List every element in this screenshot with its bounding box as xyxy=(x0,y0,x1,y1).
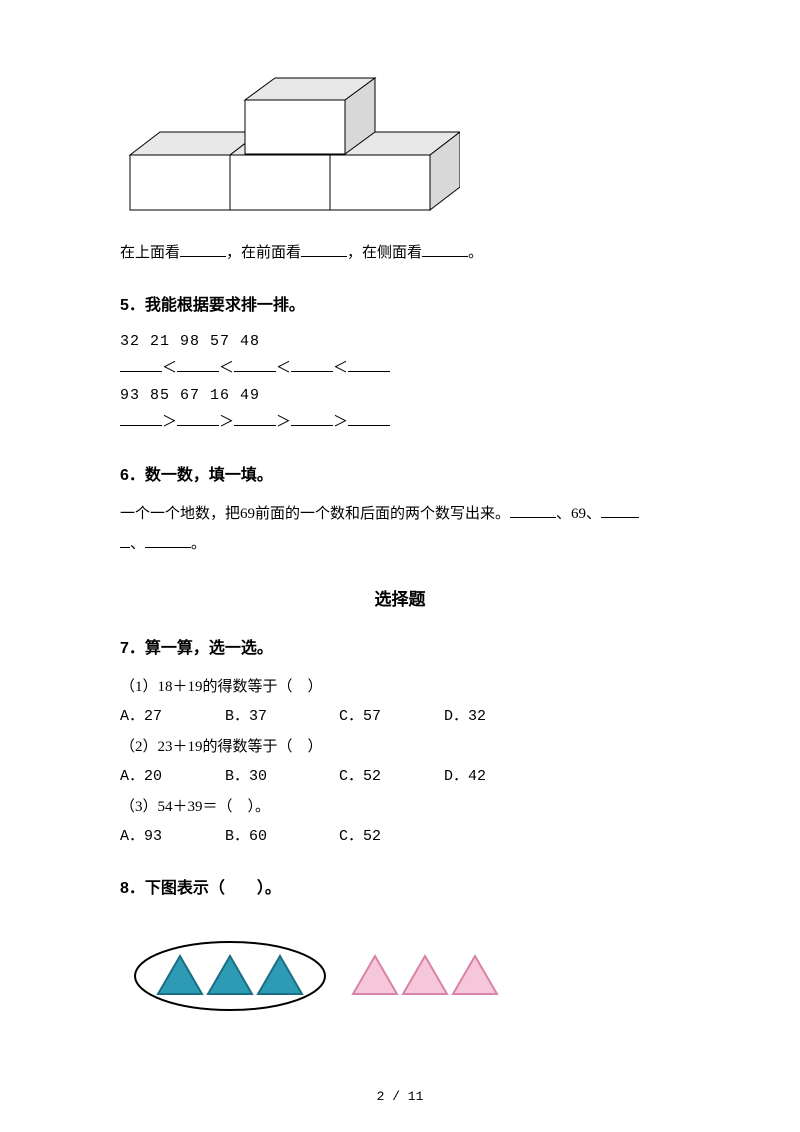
blank[interactable] xyxy=(180,243,226,257)
triangles-figure xyxy=(130,934,680,1019)
blank[interactable] xyxy=(234,358,276,372)
q5-compare-desc: ＞ ＞ ＞ ＞ xyxy=(120,409,680,438)
blue-triangles xyxy=(158,956,302,994)
gt-symbol: ＞ xyxy=(276,414,291,431)
q7-opts2: A．20 B．30 C．52 D．42 xyxy=(120,762,680,792)
q4-prefix2: ，在前面看 xyxy=(226,245,301,261)
blank[interactable] xyxy=(348,358,390,372)
lt-symbol: ＜ xyxy=(162,360,177,377)
q7-opts3: A．93 B．60 C．52 xyxy=(120,822,680,852)
q7-sub1: （1）18＋19的得数等于（ ） xyxy=(120,672,680,702)
section-mc-title: 选择题 xyxy=(120,585,680,610)
q7-opts1: A．27 B．37 C．57 D．32 xyxy=(120,702,680,732)
q5-line2: 93 85 67 16 49 xyxy=(120,383,680,409)
q7-sub3: （3）54＋39＝（ ）。 xyxy=(120,792,680,822)
gt-symbol: ＞ xyxy=(333,414,348,431)
lt-symbol: ＜ xyxy=(333,360,348,377)
q4-prefix3: ，在侧面看 xyxy=(347,245,422,261)
gt-symbol: ＞ xyxy=(219,414,234,431)
blank[interactable] xyxy=(348,412,390,426)
gt-symbol: ＞ xyxy=(162,414,177,431)
blank[interactable] xyxy=(291,412,333,426)
q7-sub2: （2）23＋19的得数等于（ ） xyxy=(120,732,680,762)
triangles-svg xyxy=(130,934,550,1014)
blank[interactable] xyxy=(120,358,162,372)
cubes-svg xyxy=(120,60,460,215)
blank[interactable] xyxy=(422,243,468,257)
q6-mid: 、69、 xyxy=(556,506,601,522)
lt-symbol: ＜ xyxy=(219,360,234,377)
blank[interactable] xyxy=(510,504,556,518)
cubes-figure xyxy=(120,60,680,220)
q6-heading: 6．数一数，填一填。 xyxy=(120,461,680,485)
q4-prefix1: 在上面看 xyxy=(120,245,180,261)
blank[interactable] xyxy=(301,243,347,257)
q6-tail2: 。 xyxy=(191,536,206,552)
q8-heading: 8．下图表示（ ）。 xyxy=(120,874,680,898)
q6-tail1: 、 xyxy=(130,536,145,552)
q7-heading: 7．算一算，选一选。 xyxy=(120,634,680,658)
blank[interactable] xyxy=(177,412,219,426)
q6-text-a: 一个一个地数，把69前面的一个数和后面的两个数写出来。 xyxy=(120,506,510,522)
q4-text: 在上面看 ，在前面看 ，在侧面看 。 xyxy=(120,240,680,267)
q4-suffix: 。 xyxy=(468,245,483,261)
blank[interactable] xyxy=(177,358,219,372)
page-footer: 2 / 11 xyxy=(0,1089,800,1104)
q6-text: 一个一个地数，把69前面的一个数和后面的两个数写出来。 、69、、 。 xyxy=(120,499,680,559)
q5-compare-asc: ＜ ＜ ＜ ＜ xyxy=(120,355,680,384)
blank[interactable] xyxy=(234,412,276,426)
blank[interactable] xyxy=(145,534,191,548)
page-content: 在上面看，在前面看，在侧面看。 5．我能根据要求排一排。 32 21 98 57… xyxy=(0,0,800,1019)
blank[interactable] xyxy=(291,358,333,372)
q5-heading: 5．我能根据要求排一排。 xyxy=(120,291,680,315)
q5-line1: 32 21 98 57 48 xyxy=(120,329,680,355)
blank[interactable] xyxy=(601,504,639,518)
pink-triangles xyxy=(353,956,497,994)
lt-symbol: ＜ xyxy=(276,360,291,377)
blank-continuation[interactable] xyxy=(120,534,130,548)
blank[interactable] xyxy=(120,412,162,426)
